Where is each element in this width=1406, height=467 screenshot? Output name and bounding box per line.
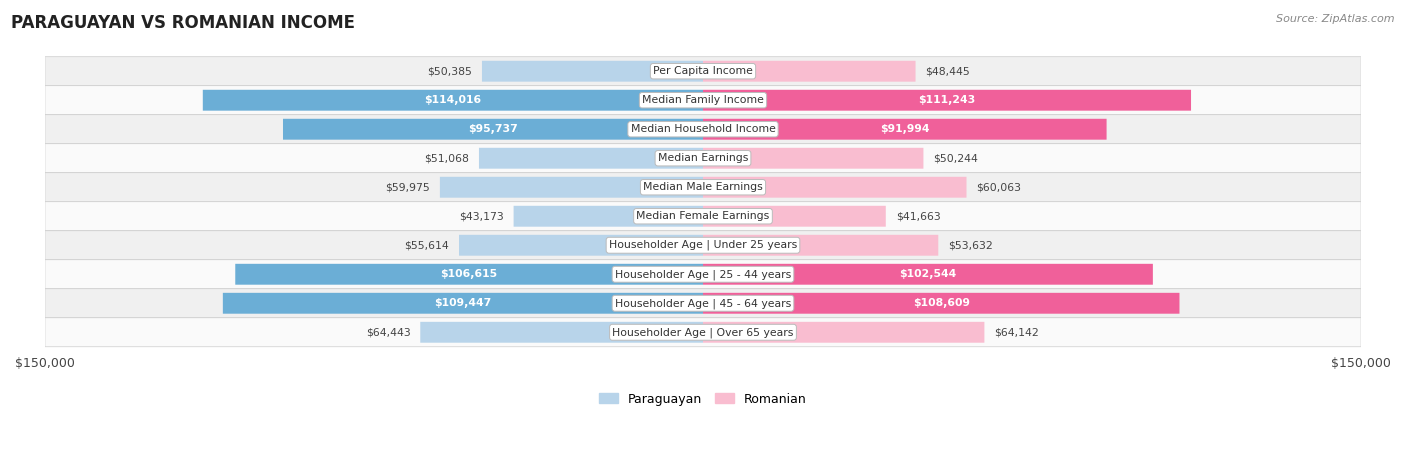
FancyBboxPatch shape <box>45 144 1361 173</box>
Text: Per Capita Income: Per Capita Income <box>652 66 754 76</box>
FancyBboxPatch shape <box>45 86 1361 115</box>
FancyBboxPatch shape <box>235 264 703 285</box>
FancyBboxPatch shape <box>479 148 703 169</box>
Text: $53,632: $53,632 <box>948 240 993 250</box>
FancyBboxPatch shape <box>440 177 703 198</box>
FancyBboxPatch shape <box>703 177 966 198</box>
FancyBboxPatch shape <box>45 231 1361 260</box>
Legend: Paraguayan, Romanian: Paraguayan, Romanian <box>595 388 811 410</box>
Text: $64,443: $64,443 <box>366 327 411 337</box>
Text: Source: ZipAtlas.com: Source: ZipAtlas.com <box>1277 14 1395 24</box>
FancyBboxPatch shape <box>458 235 703 256</box>
FancyBboxPatch shape <box>45 289 1361 318</box>
Text: Median Earnings: Median Earnings <box>658 153 748 163</box>
Text: PARAGUAYAN VS ROMANIAN INCOME: PARAGUAYAN VS ROMANIAN INCOME <box>11 14 356 32</box>
Text: $50,244: $50,244 <box>934 153 979 163</box>
FancyBboxPatch shape <box>482 61 703 82</box>
Text: Householder Age | 25 - 44 years: Householder Age | 25 - 44 years <box>614 269 792 280</box>
Text: Householder Age | Under 25 years: Householder Age | Under 25 years <box>609 240 797 250</box>
Text: $95,737: $95,737 <box>468 124 517 134</box>
FancyBboxPatch shape <box>45 115 1361 144</box>
FancyBboxPatch shape <box>703 206 886 226</box>
FancyBboxPatch shape <box>703 293 1180 314</box>
FancyBboxPatch shape <box>420 322 703 343</box>
FancyBboxPatch shape <box>202 90 703 111</box>
FancyBboxPatch shape <box>703 148 924 169</box>
FancyBboxPatch shape <box>45 260 1361 289</box>
FancyBboxPatch shape <box>45 318 1361 347</box>
FancyBboxPatch shape <box>45 57 1361 86</box>
Text: Householder Age | 45 - 64 years: Householder Age | 45 - 64 years <box>614 298 792 309</box>
Text: $109,447: $109,447 <box>434 298 492 308</box>
FancyBboxPatch shape <box>703 61 915 82</box>
Text: $60,063: $60,063 <box>976 182 1021 192</box>
FancyBboxPatch shape <box>703 235 938 256</box>
Text: Median Male Earnings: Median Male Earnings <box>643 182 763 192</box>
Text: $114,016: $114,016 <box>425 95 481 105</box>
FancyBboxPatch shape <box>45 173 1361 202</box>
Text: $106,615: $106,615 <box>440 269 498 279</box>
Text: $91,994: $91,994 <box>880 124 929 134</box>
Text: $41,663: $41,663 <box>896 211 941 221</box>
Text: $55,614: $55,614 <box>405 240 449 250</box>
FancyBboxPatch shape <box>703 90 1191 111</box>
FancyBboxPatch shape <box>222 293 703 314</box>
Text: Householder Age | Over 65 years: Householder Age | Over 65 years <box>612 327 794 338</box>
Text: $102,544: $102,544 <box>900 269 956 279</box>
Text: $108,609: $108,609 <box>912 298 970 308</box>
FancyBboxPatch shape <box>45 202 1361 231</box>
FancyBboxPatch shape <box>703 264 1153 285</box>
FancyBboxPatch shape <box>703 119 1107 140</box>
Text: $111,243: $111,243 <box>918 95 976 105</box>
Text: Median Female Earnings: Median Female Earnings <box>637 211 769 221</box>
FancyBboxPatch shape <box>703 322 984 343</box>
Text: $50,385: $50,385 <box>427 66 472 76</box>
Text: $64,142: $64,142 <box>994 327 1039 337</box>
FancyBboxPatch shape <box>513 206 703 226</box>
Text: $43,173: $43,173 <box>458 211 503 221</box>
Text: Median Household Income: Median Household Income <box>630 124 776 134</box>
Text: $59,975: $59,975 <box>385 182 430 192</box>
Text: Median Family Income: Median Family Income <box>643 95 763 105</box>
Text: $51,068: $51,068 <box>425 153 470 163</box>
FancyBboxPatch shape <box>283 119 703 140</box>
Text: $48,445: $48,445 <box>925 66 970 76</box>
